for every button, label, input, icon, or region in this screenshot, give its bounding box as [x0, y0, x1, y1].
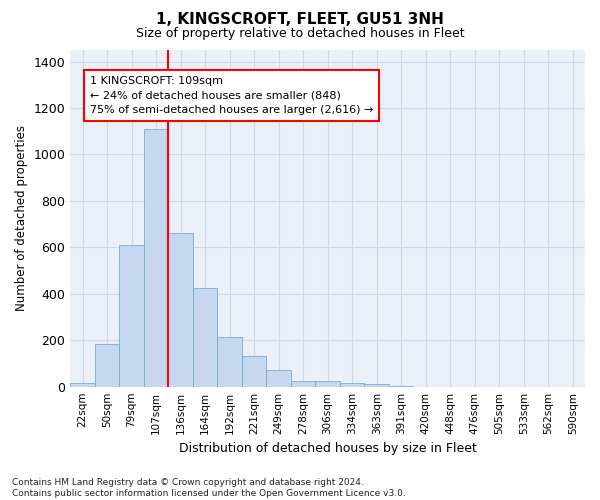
- Bar: [291, 381, 316, 386]
- Bar: [316, 381, 340, 386]
- Bar: [242, 356, 266, 386]
- Bar: [266, 370, 291, 386]
- Bar: [364, 384, 389, 386]
- Text: 1 KINGSCROFT: 109sqm
← 24% of detached houses are smaller (848)
75% of semi-deta: 1 KINGSCROFT: 109sqm ← 24% of detached h…: [90, 76, 373, 115]
- Bar: [70, 383, 95, 386]
- Bar: [119, 245, 144, 386]
- Bar: [217, 337, 242, 386]
- Bar: [95, 344, 119, 386]
- X-axis label: Distribution of detached houses by size in Fleet: Distribution of detached houses by size …: [179, 442, 476, 455]
- Bar: [144, 129, 169, 386]
- Y-axis label: Number of detached properties: Number of detached properties: [15, 126, 28, 312]
- Bar: [193, 288, 217, 386]
- Bar: [169, 234, 193, 386]
- Text: Contains HM Land Registry data © Crown copyright and database right 2024.
Contai: Contains HM Land Registry data © Crown c…: [12, 478, 406, 498]
- Text: Size of property relative to detached houses in Fleet: Size of property relative to detached ho…: [136, 28, 464, 40]
- Text: 1, KINGSCROFT, FLEET, GU51 3NH: 1, KINGSCROFT, FLEET, GU51 3NH: [156, 12, 444, 28]
- Bar: [340, 383, 364, 386]
